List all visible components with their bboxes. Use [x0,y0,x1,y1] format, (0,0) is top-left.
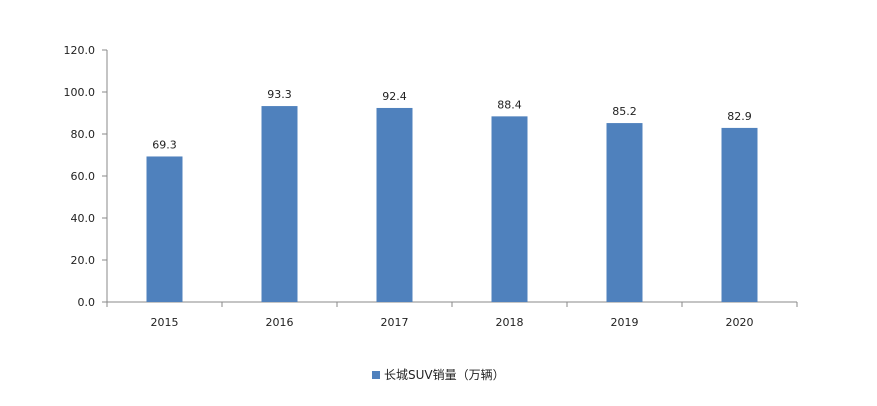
x-tick-label: 2017 [381,316,409,329]
y-tick-label: 120.0 [64,44,96,57]
y-tick-label: 100.0 [64,86,96,99]
y-tick-label: 20.0 [71,254,96,267]
data-label-2016: 93.3 [267,88,292,101]
bar-2016 [261,106,298,302]
bar-2015 [146,156,183,302]
bar-2020 [721,127,758,302]
legend-label: 长城SUV销量（万辆） [384,368,505,382]
x-tick-label: 2015 [151,316,179,329]
bars-group [146,106,758,303]
data-label-2019: 85.2 [612,105,637,118]
x-tick-label: 2020 [726,316,754,329]
data-label-2015: 69.3 [152,138,177,151]
x-tick-label: 2018 [496,316,524,329]
y-axis: 0.0 20.0 40.0 60.0 80.0 100.0 120.0 [64,44,108,309]
y-tick-label: 60.0 [71,170,96,183]
legend: 长城SUV销量（万辆） [372,366,505,383]
y-tick-label: 0.0 [78,296,96,309]
y-tick-label: 40.0 [71,212,96,225]
data-labels-group: 69.3 93.3 92.4 88.4 85.2 82.9 [152,88,752,151]
x-axis: 2015 2016 2017 2018 2019 2020 [106,301,798,329]
y-tick-label: 80.0 [71,128,96,141]
bar-2018 [491,116,528,302]
data-label-2017: 92.4 [382,90,407,103]
x-tick-label: 2019 [611,316,639,329]
data-label-2018: 88.4 [497,98,522,111]
legend-swatch [372,370,380,379]
data-label-2020: 82.9 [727,110,752,123]
bar-2019 [606,123,643,302]
bar-2017 [376,107,413,303]
x-tick-label: 2016 [266,316,294,329]
